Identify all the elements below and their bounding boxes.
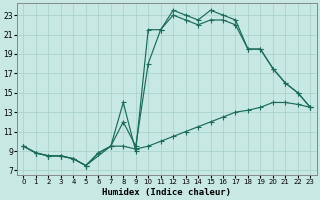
X-axis label: Humidex (Indice chaleur): Humidex (Indice chaleur) bbox=[102, 188, 231, 197]
